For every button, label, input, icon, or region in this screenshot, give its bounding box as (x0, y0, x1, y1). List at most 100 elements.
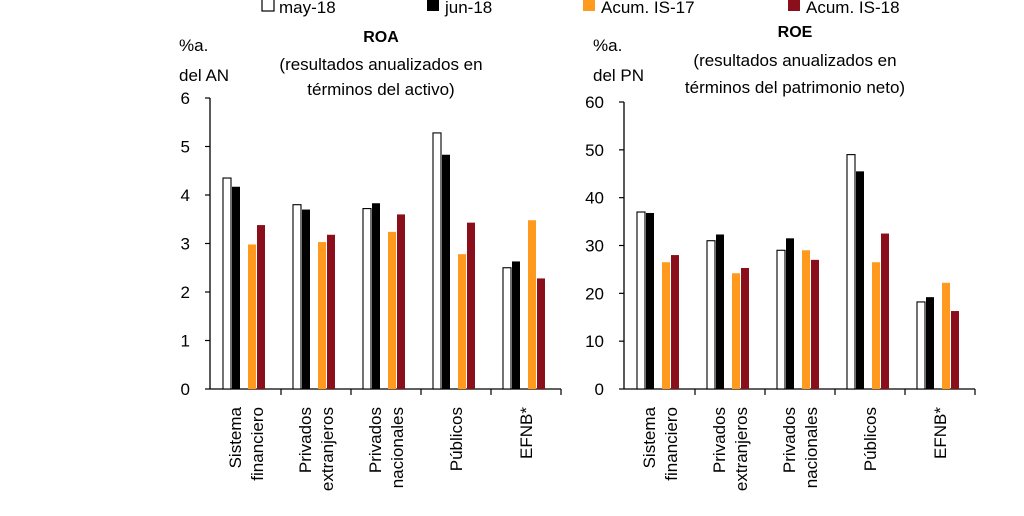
roa-bar-acum-is-17-privados-extranjeros (318, 242, 326, 389)
legend: may-18 jun-18 Acum. IS-17 Acum. IS-18 (261, 0, 900, 17)
roa-x-tick-label-line: Sistema (226, 406, 245, 468)
roe-bar-jun-18-privados-nacionales (786, 238, 794, 389)
roa-x-tick-label-privados-extranjeros: Privados extranjeros (296, 407, 337, 491)
legend-item-acum-is-17: Acum. IS-17 (583, 0, 695, 17)
roe-bar-acum-is-17-publicos (872, 262, 880, 389)
legend-swatch-acum-is-18 (788, 0, 800, 11)
roe-bar-jun-18-efnb (926, 297, 934, 389)
roe-bar-acum-is-17-sistema-financiero (662, 262, 670, 389)
roa-y-tick-label: 4 (181, 186, 190, 205)
legend-item-may-18: may-18 (261, 0, 336, 17)
legend-item-jun-18: jun-18 (427, 0, 492, 17)
roa-bar-jun-18-privados-nacionales (372, 203, 380, 389)
legend-label-may-18: may-18 (279, 0, 336, 17)
roa-chart-subtitle-line-2: términos del activo) (307, 80, 454, 99)
roe-chart-title: ROE (778, 24, 813, 41)
roa-y-tick-label: 5 (181, 138, 190, 157)
roa-y-tick-label: 3 (181, 235, 190, 254)
legend-swatch-acum-is-17 (583, 0, 595, 11)
roa-x-tick-label-line: extranjeros (318, 407, 337, 491)
roa-bar-acum-is-18-sistema-financiero (257, 225, 265, 389)
roe-chart-subtitle-line-1: (resultados anualizados en (693, 51, 896, 70)
roe-y-tick-label: 0 (595, 380, 604, 399)
roe-x-tick-label-line: Públicos (861, 407, 880, 471)
roe-x-tick-label-line: financiero (662, 407, 681, 481)
roa-y-tick-label: 0 (181, 380, 190, 399)
roa-x-tick-label-line: Privados (366, 407, 385, 473)
roa-y-axis-label-line-1: %a. (179, 36, 208, 55)
roe-bar-acum-is-17-efnb (942, 282, 950, 389)
roa-bar-may-18-sistema-financiero (222, 177, 232, 390)
roe-x-tick-label-privados-extranjeros: Privados extranjeros (710, 407, 751, 491)
legend-swatch-jun-18 (427, 0, 439, 11)
roe-bar-jun-18-publicos (856, 171, 864, 389)
roa-bar-may-18-privados-nacionales (362, 208, 372, 390)
roe-bar-may-18-efnb (916, 301, 926, 390)
roe-y-axis-label-line-2: del PN (593, 66, 644, 85)
roe-y-tick-label: 50 (585, 141, 604, 160)
roe-bar-acum-is-17-privados-nacionales (802, 250, 810, 389)
roe-x-tick-label-privados-nacionales: Privados nacionales (780, 407, 821, 488)
roe-x-tick-label-line: Sistema (640, 406, 659, 468)
roa-chart-title: ROA (363, 29, 399, 46)
roa-bar-acum-is-17-efnb (528, 220, 536, 389)
roa-bar-acum-is-18-efnb (537, 278, 545, 389)
roe-x-tick-label-publicos: Públicos (861, 407, 880, 471)
roa-bar-acum-is-18-publicos (467, 222, 475, 389)
legend-label-acum-is-18: Acum. IS-18 (806, 0, 900, 17)
roe-x-tick-label-efnb: EFNB* (931, 407, 950, 459)
legend-label-acum-is-17: Acum. IS-17 (601, 0, 695, 17)
roa-bar-acum-is-18-privados-extranjeros (327, 234, 335, 389)
roa-chart-subtitle-line-1: (resultados anualizados en (279, 55, 482, 74)
roe-bar-may-18-sistema-financiero (636, 211, 646, 390)
roa-bar-may-18-publicos (432, 132, 442, 390)
roa-y-tick-label: 2 (181, 283, 190, 302)
roe-x-tick-label-sistema-financiero: Sistema financiero (640, 406, 681, 480)
roe-bar-acum-is-18-privados-nacionales (811, 259, 819, 389)
roa-x-tick-label-line: nacionales (388, 407, 407, 488)
roa-bar-acum-is-17-publicos (458, 254, 466, 389)
roa-x-tick-label-line: financiero (248, 407, 267, 481)
roa-bar-may-18-efnb (502, 267, 512, 390)
legend-item-acum-is-18: Acum. IS-18 (788, 0, 900, 17)
roe-x-tick-label-line: Privados (780, 407, 799, 473)
roe-y-tick-label: 20 (585, 284, 604, 303)
roe-y-tick-label: 60 (585, 93, 604, 112)
roe-bar-jun-18-privados-extranjeros (716, 234, 724, 389)
roa-x-tick-label-line: EFNB* (517, 407, 536, 459)
roe-bar-acum-is-18-sistema-financiero (671, 255, 679, 389)
roa-x-tick-label-privados-nacionales: Privados nacionales (366, 407, 407, 488)
roa-bar-acum-is-18-privados-nacionales (397, 214, 405, 389)
roe-y-axis-label-line-1: %a. (593, 36, 622, 55)
roe-bar-acum-is-18-publicos (881, 233, 889, 389)
roe-bar-jun-18-sistema-financiero (646, 212, 654, 389)
roe-bar-acum-is-17-privados-extranjeros (732, 273, 740, 389)
roa-x-tick-label-line: Privados (296, 407, 315, 473)
roe-chart-subtitle-line-2: términos del patrimonio neto) (685, 78, 905, 97)
legend-swatch-may-18 (261, 0, 275, 12)
roe-bar-may-18-privados-extranjeros (706, 240, 716, 390)
roa-y-tick-label: 1 (181, 332, 190, 351)
roe-y-tick-label: 10 (585, 332, 604, 351)
roa-bar-jun-18-efnb (512, 261, 520, 389)
roe-bar-acum-is-18-efnb (951, 311, 959, 389)
roa-bar-jun-18-privados-extranjeros (302, 209, 310, 389)
roe-bar-may-18-privados-nacionales (776, 249, 786, 390)
roe-y-tick-label: 30 (585, 237, 604, 256)
roe-x-tick-label-line: nacionales (802, 407, 821, 488)
roa-bar-jun-18-sistema-financiero (232, 186, 240, 389)
roa-x-tick-label-sistema-financiero: Sistema financiero (226, 406, 267, 480)
roa-y-tick-label: 6 (181, 89, 190, 108)
roe-x-tick-label-line: EFNB* (931, 407, 950, 459)
roa-bar-acum-is-17-sistema-financiero (248, 244, 256, 389)
roa-y-axis-label-line-2: del AN (179, 66, 229, 85)
roa-chart: ROA (resultados anualizados en términos … (179, 29, 562, 491)
roe-chart: ROE (resultados anualizados en términos … (585, 24, 976, 491)
roa-x-tick-label-line: Públicos (447, 407, 466, 471)
roe-y-tick-label: 40 (585, 189, 604, 208)
roe-bar-acum-is-18-privados-extranjeros (741, 267, 749, 389)
roa-bar-jun-18-publicos (442, 154, 450, 389)
roe-x-tick-label-line: extranjeros (732, 407, 751, 491)
roa-x-tick-label-efnb: EFNB* (517, 407, 536, 459)
